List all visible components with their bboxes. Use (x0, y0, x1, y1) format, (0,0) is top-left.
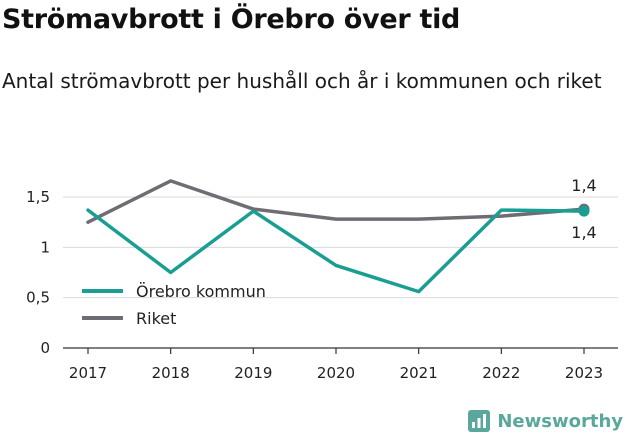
series-line-orebro (86, 208, 586, 294)
x-tick-label: 2021 (400, 364, 438, 382)
y-tick-label: 0,5 (26, 289, 50, 307)
y-tick-label: 1,5 (26, 188, 50, 206)
legend-label: Örebro kommun (136, 282, 266, 301)
y-tick-label: 1 (40, 238, 50, 256)
x-tick-label: 2017 (69, 364, 107, 382)
x-axis: 2017 2018 2019 2020 2021 2022 2023 (63, 347, 618, 382)
chart-title: Strömavbrott i Örebro över tid (2, 4, 461, 35)
data-label-riket: 1,4 (571, 176, 596, 195)
legend-label: Riket (136, 309, 176, 328)
series-line-riket (86, 179, 586, 224)
bar-chart-logo-icon (468, 410, 491, 432)
data-labels: 1,4 1,4 (571, 176, 596, 242)
series-end-point-orebro (578, 205, 590, 217)
y-axis: 0 0,5 1 1,5 (26, 188, 50, 357)
series-lines (86, 179, 590, 294)
x-tick-label: 2023 (565, 364, 603, 382)
x-tick-label: 2019 (234, 364, 272, 382)
data-label-orebro: 1,4 (571, 223, 596, 242)
newsworthy-brand: Newsworthy (467, 409, 623, 433)
x-tick-label: 2020 (317, 364, 355, 382)
chart-subtitle: Antal strömavbrott per hushåll och år i … (2, 69, 602, 93)
grid-lines (63, 196, 618, 299)
x-tick-label: 2018 (152, 364, 190, 382)
legend: Örebro kommun Riket (82, 282, 266, 328)
x-tick-label: 2022 (482, 364, 520, 382)
y-tick-label: 0 (40, 339, 50, 357)
brand-name: Newsworthy (497, 410, 623, 432)
